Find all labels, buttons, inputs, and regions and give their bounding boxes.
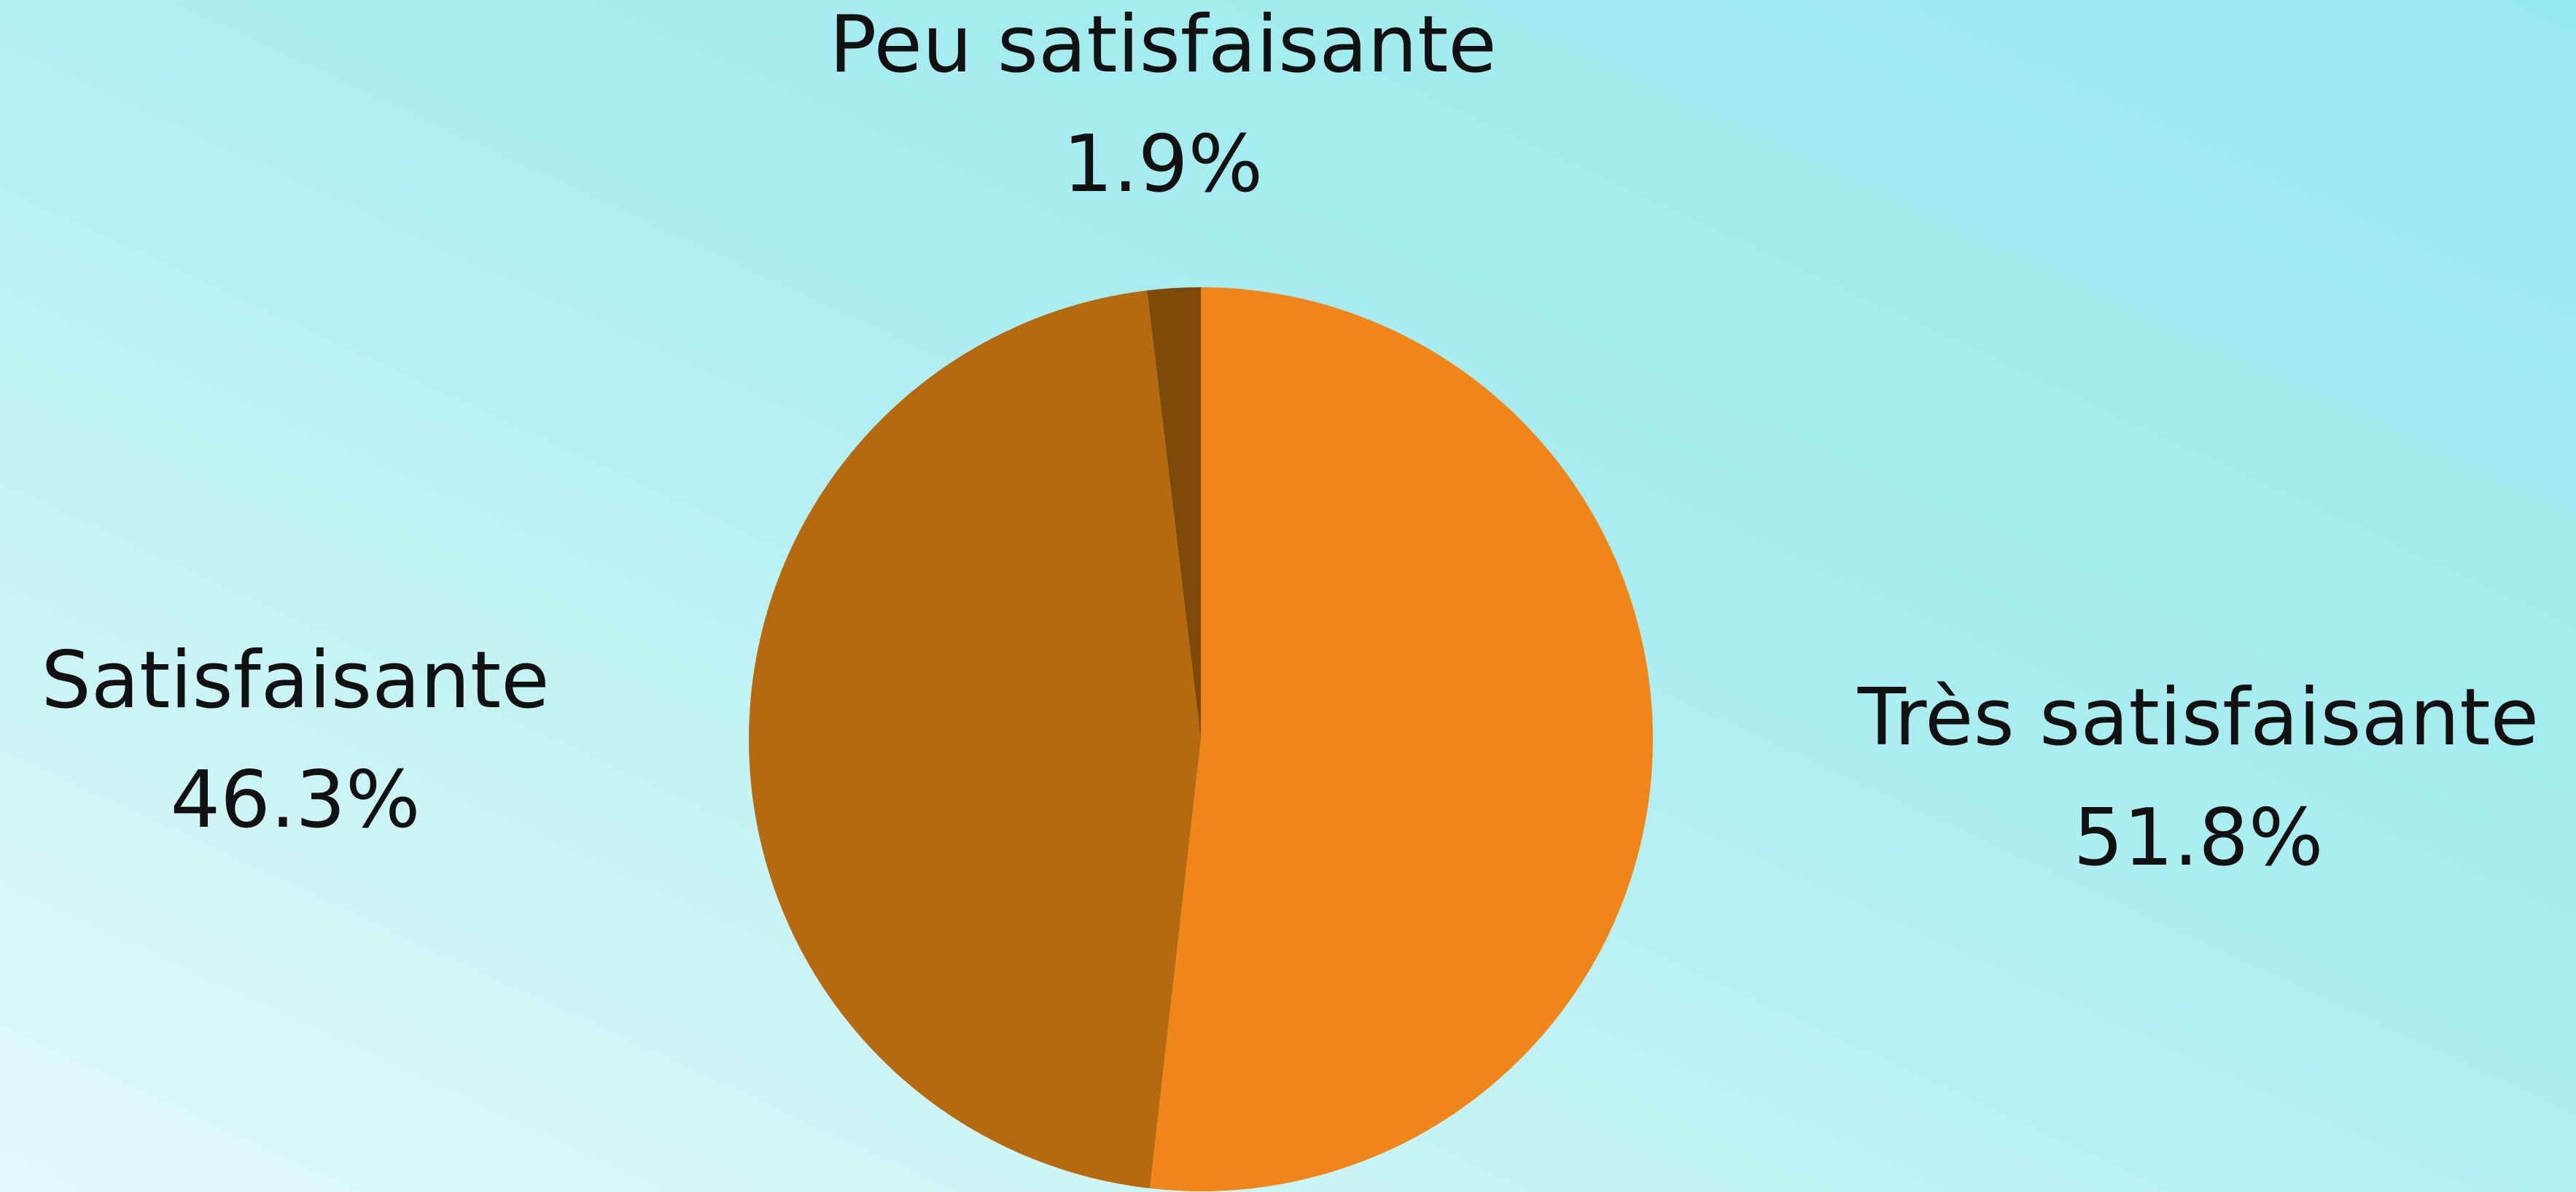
slice-label: Peu satisfaisante	[829, 0, 1496, 90]
pie-slice	[748, 290, 1201, 1189]
slice-value-label: 1.9%	[1063, 119, 1263, 210]
pie-slice	[1150, 287, 1653, 1191]
slice-value-label: 51.8%	[2073, 792, 2323, 884]
slice-label: Satisfaisante	[41, 635, 549, 726]
pie-slice	[1147, 287, 1201, 739]
slice-label: Très satisfaisante	[1857, 672, 2539, 763]
slice-value-label: 46.3%	[170, 755, 420, 846]
